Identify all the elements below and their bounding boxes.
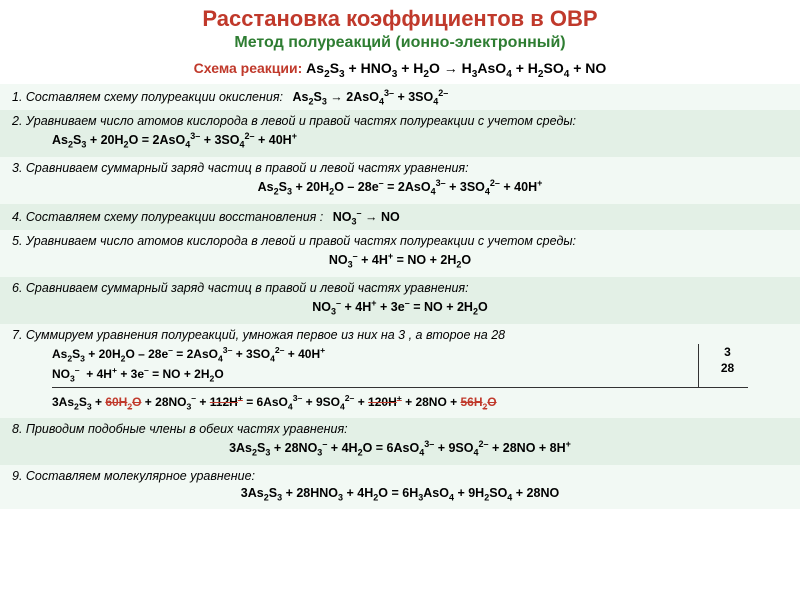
step-7-text: 7. Суммируем уравнения полуреакций, умно… [12, 328, 505, 342]
step-3-formula: As2S3 + 20H2O – 28e– = 2AsO43– + 3SO42– … [12, 175, 788, 200]
step-2-text: 2. Уравниваем число атомов кислорода в л… [12, 114, 576, 128]
step-6: 6. Сравниваем суммарный заряд частиц в п… [0, 277, 800, 324]
sum-row-2: NO3– + 4H+ + 3e– = NO + 2H2O [52, 364, 698, 384]
step-6-text: 6. Сравниваем суммарный заряд частиц в п… [12, 281, 469, 295]
step-9-formula: 3As2S3 + 28HNO3 + 4H2O = 6H3AsO4 + 9H2SO… [12, 483, 788, 506]
step-3-text: 3. Сравниваем суммарный заряд частиц в п… [12, 161, 469, 175]
sum-left-col: As2S3 + 20H2O – 28e– = 2AsO43– + 3SO42– … [52, 344, 698, 388]
step-9-text: 9. Составляем молекулярное уравнение: [12, 469, 255, 483]
step-8: 8. Приводим подобные члены в обеих частя… [0, 418, 800, 465]
step-8-formula: 3As2S3 + 28NO3– + 4H2O = 6AsO43– + 9SO42… [12, 436, 788, 461]
sum-right-col: 3 28 [698, 344, 748, 388]
step-4-formula: NO3– → NO [333, 207, 400, 227]
sum-mult-2: 28 [707, 360, 748, 376]
sum-row-1: As2S3 + 20H2O – 28e– = 2AsO43– + 3SO42– … [52, 344, 698, 364]
page-subtitle: Метод полуреакций (ионно-электронный) [0, 34, 800, 56]
step-6-formula: NO3– + 4H+ + 3e– = NO + 2H2O [12, 295, 788, 320]
page-title: Расстановка коэффициентов в ОВР [0, 0, 800, 34]
sum-result: 3As2S3 + 60H2O + 28NO3– + 112H+ = 6AsO43… [12, 390, 788, 414]
step-5-text: 5. Уравниваем число атомов кислорода в л… [12, 234, 576, 248]
reaction-scheme: Схема реакции: As2S3 + HNO3 + H2O → H3As… [0, 56, 800, 84]
step-9: 9. Составляем молекулярное уравнение: 3A… [0, 465, 800, 510]
step-2-formula: As2S3 + 20H2O = 2AsO43– + 3SO42– + 40H+ [12, 128, 788, 153]
step-8-text: 8. Приводим подобные члены в обеих частя… [12, 422, 348, 436]
step-4: 4. Составляем схему полуреакции восстано… [0, 204, 800, 231]
step-5: 5. Уравниваем число атомов кислорода в л… [0, 230, 800, 277]
step-5-formula: NO3– + 4H+ = NO + 2H2O [12, 248, 788, 273]
scheme-label: Схема реакции: [194, 60, 303, 76]
sum-mult-1: 3 [707, 344, 748, 360]
step-2: 2. Уравниваем число атомов кислорода в л… [0, 110, 800, 157]
step-1-text: 1. Составляем схему полуреакции окислени… [12, 90, 283, 104]
summation-table: As2S3 + 20H2O – 28e– = 2AsO43– + 3SO42– … [12, 342, 788, 390]
step-4-text: 4. Составляем схему полуреакции восстано… [12, 210, 323, 224]
step-1-formula: As2S3 → 2AsO43– + 3SO42– [292, 87, 448, 107]
step-3: 3. Сравниваем суммарный заряд частиц в п… [0, 157, 800, 204]
scheme-formula: As2S3 + HNO3 + H2O → H3AsO4 + H2SO4 + NO [306, 60, 606, 76]
step-1: 1. Составляем схему полуреакции окислени… [0, 84, 800, 111]
step-7: 7. Суммируем уравнения полуреакций, умно… [0, 324, 800, 418]
